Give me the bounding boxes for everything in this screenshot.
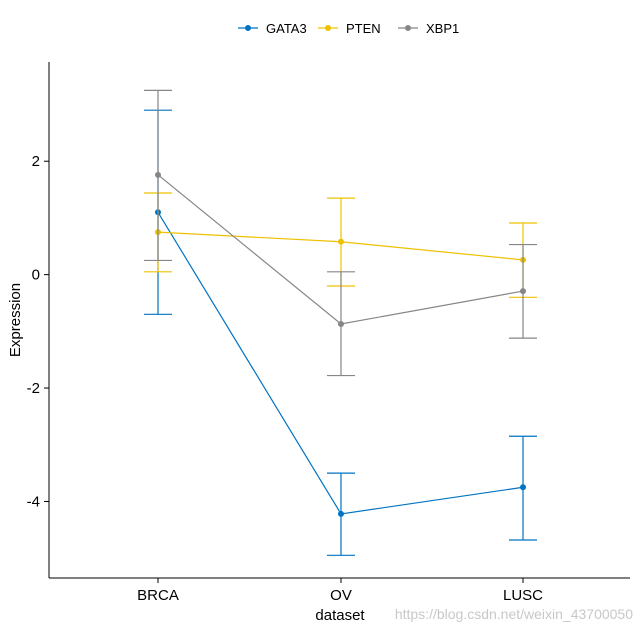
y-tick-label: -2 (27, 380, 40, 397)
x-tick-label: LUSC (503, 587, 543, 604)
legend-key-point (245, 25, 251, 31)
legend-key-point (405, 25, 411, 31)
axes (48, 62, 630, 579)
x-tick-label: BRCA (137, 587, 179, 604)
y-tick-label: 0 (32, 267, 40, 284)
ticks: 2 0 -2 -4 BRCA OV LUSC (27, 153, 544, 604)
legend-key-point (325, 25, 331, 31)
y-tick-label: 2 (32, 153, 40, 170)
data-point (338, 238, 344, 245)
data-point (338, 320, 344, 327)
data-point (338, 510, 344, 517)
y-axis-title: Expression (7, 283, 24, 357)
x-tick-label: OV (330, 587, 352, 604)
y-tick-label: -4 (27, 493, 40, 510)
legend-label: PTEN (346, 21, 381, 36)
series-xbp1 (144, 89, 537, 377)
data-point (520, 288, 526, 295)
legend-label: GATA3 (266, 21, 307, 36)
data-point (155, 171, 161, 178)
series-group (144, 89, 537, 556)
legend-label: XBP1 (426, 21, 459, 36)
legend-item-gata3: GATA3 (238, 21, 307, 36)
legend-item-xbp1: XBP1 (398, 21, 459, 36)
data-point (520, 484, 526, 491)
x-axis-title: dataset (315, 607, 365, 624)
watermark-text: https://blog.csdn.net/weixin_43700050 (394, 606, 633, 622)
legend: GATA3 PTEN XBP1 (238, 21, 459, 36)
legend-item-pten: PTEN (318, 21, 381, 36)
